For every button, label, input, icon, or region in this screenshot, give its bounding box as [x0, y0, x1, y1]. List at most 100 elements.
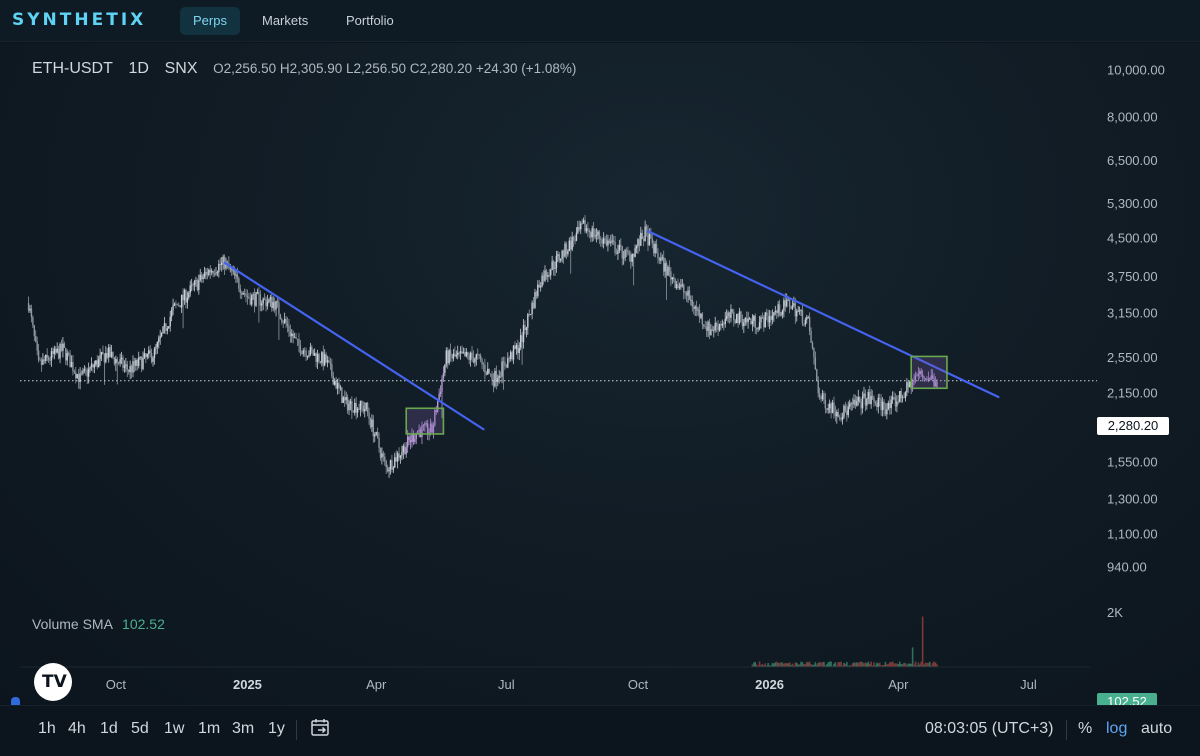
candle [275, 300, 277, 317]
candle [624, 248, 626, 262]
timeframe-3m[interactable]: 3m [232, 720, 255, 737]
candle [352, 410, 355, 413]
candle [497, 374, 499, 387]
tab-portfolio[interactable]: Portfolio [346, 13, 394, 28]
candle [103, 353, 106, 385]
timeframe-1m[interactable]: 1m [198, 720, 221, 737]
candle [391, 454, 393, 473]
candle [281, 317, 283, 325]
timeframe-4h[interactable]: 4h [68, 720, 86, 737]
candle [913, 373, 915, 386]
price-axis[interactable]: 10,000.00 8,000.00 6,500.00 5,300.00 4,500.0… [1107, 63, 1165, 620]
volume-bar [788, 662, 791, 667]
trendline[interactable] [646, 229, 1000, 399]
candle [99, 348, 101, 366]
price-chart-panel[interactable]: 10,000.00 8,000.00 6,500.00 5,300.00 4,500.0… [0, 43, 1200, 736]
candle [630, 251, 632, 269]
candle [73, 369, 76, 375]
candle [279, 313, 282, 320]
highlight-box[interactable] [405, 407, 445, 435]
candle [499, 371, 502, 379]
candle [102, 345, 104, 355]
highlight-box[interactable] [910, 355, 948, 390]
volume-bar [868, 663, 871, 667]
candle [135, 357, 137, 371]
candle [196, 278, 199, 292]
candle [507, 352, 509, 369]
candle [386, 464, 389, 473]
trendline[interactable] [223, 261, 485, 431]
candle [66, 349, 68, 366]
price-tick-label: 5,300.00 [1107, 196, 1158, 211]
drawing-overlays[interactable] [20, 229, 1097, 435]
candle [235, 269, 237, 284]
candle [153, 346, 156, 365]
date-tick-label: Jul [498, 677, 515, 692]
timeframe-1h[interactable]: 1h [38, 720, 56, 737]
tradingview-logo-icon[interactable]: TV [34, 663, 72, 701]
candle [617, 244, 619, 260]
candle [43, 355, 46, 365]
candle [562, 249, 565, 264]
candle [455, 350, 457, 359]
price-chart[interactable]: 10,000.00 8,000.00 6,500.00 5,300.00 4,500.0… [0, 43, 1200, 705]
candle [800, 309, 802, 316]
timeframe-1d[interactable]: 1d [100, 720, 118, 737]
candle [36, 336, 38, 356]
candle [199, 268, 201, 282]
candle [848, 399, 851, 410]
candle [658, 256, 661, 265]
candle [418, 424, 420, 438]
tab-markets[interactable]: Markets [262, 13, 309, 28]
candle [700, 313, 702, 320]
volume-bar [851, 663, 854, 667]
candle [564, 241, 566, 258]
candle [87, 362, 90, 384]
candle [166, 325, 169, 335]
clock-readout[interactable]: 08:03:05 (UTC+3) [925, 720, 1054, 737]
volume-bar [917, 662, 920, 667]
candle [351, 396, 353, 420]
log-scale-toggle[interactable]: log [1106, 720, 1128, 737]
time-axis[interactable]: Oct 2025 Apr Jul Oct 2026 Apr Jul [106, 677, 1037, 692]
candle [668, 260, 671, 277]
volume-bar [850, 665, 852, 667]
volume-bar [840, 661, 842, 667]
candle [934, 376, 937, 387]
candle [688, 285, 691, 301]
interval-label[interactable]: 1D [128, 60, 149, 77]
candle [760, 315, 762, 329]
candle [796, 308, 798, 322]
candle [555, 250, 558, 273]
candle-series [27, 214, 938, 478]
candle [70, 355, 73, 368]
candle [52, 347, 54, 358]
tab-perps[interactable]: Perps [180, 7, 240, 35]
candle [806, 314, 808, 324]
volume-bar [821, 662, 824, 667]
percent-scale-toggle[interactable]: % [1078, 720, 1093, 737]
synthetix-logo[interactable]: SYNTHETIX [12, 10, 147, 30]
candle [767, 309, 769, 327]
auto-scale-toggle[interactable]: auto [1141, 720, 1173, 737]
timeframe-1w[interactable]: 1w [164, 720, 185, 737]
candle [268, 298, 270, 304]
candle [627, 246, 629, 256]
volume-bar [848, 665, 851, 667]
volume-bar [808, 661, 811, 667]
candle [474, 357, 476, 367]
candle [517, 339, 519, 360]
candle [96, 355, 98, 370]
symbol-name[interactable]: ETH-USDT [32, 60, 113, 77]
timeframe-5d[interactable]: 5d [131, 720, 149, 737]
candle [158, 335, 160, 349]
volume-tick-label: 2K [1107, 605, 1123, 620]
candle [625, 247, 628, 258]
timeframe-1y[interactable]: 1y [268, 720, 285, 737]
date-tick-label: 2025 [233, 677, 262, 692]
volume-bar [910, 663, 912, 667]
calendar-goto-icon[interactable] [310, 717, 332, 739]
candle [59, 342, 61, 364]
candle [871, 390, 874, 400]
candle [449, 343, 452, 362]
